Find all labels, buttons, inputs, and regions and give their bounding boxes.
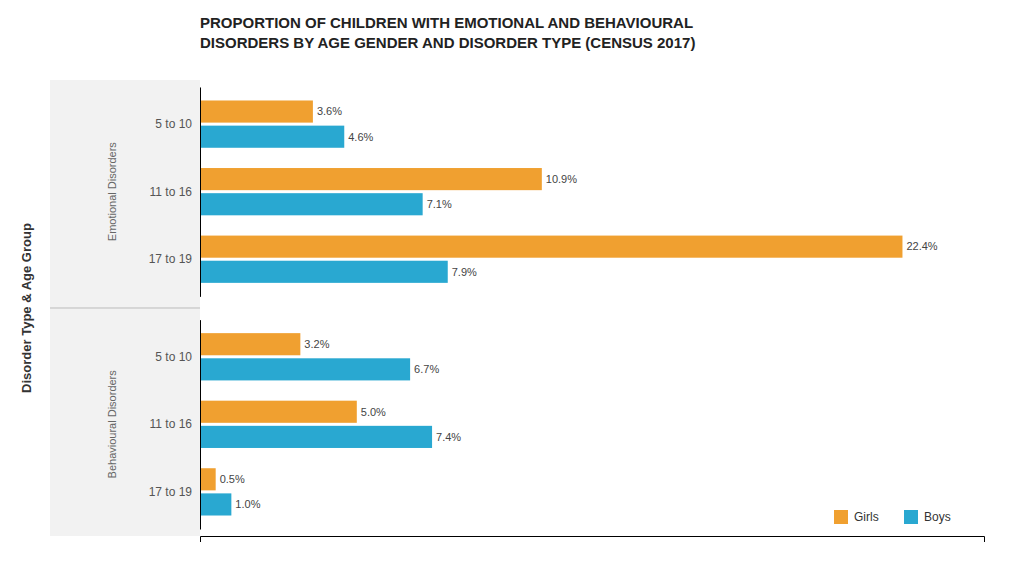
y-tick-label: 11 to 16 (150, 185, 193, 199)
legend-swatch (904, 510, 918, 524)
bar (200, 168, 542, 190)
series-bars (200, 126, 448, 516)
plot: 3.6% 10.9% 22.4% 3.2% 5.0% 0.5% 4.6% 7.1% 7.9% 6.… (50, 80, 985, 542)
bar (200, 126, 344, 148)
title-line: DISORDERS BY AGE GENDER AND DISORDER TYP… (200, 34, 695, 51)
y-tick-label: 5 to 10 (155, 117, 192, 131)
bar (200, 236, 902, 258)
y-tick: 17 to 19 (149, 252, 200, 266)
y-tick-label: 11 to 16 (150, 417, 193, 431)
chart-svg: PROPORTION OF CHILDREN WITH EMOTIONAL AN… (0, 0, 1024, 576)
bar (200, 426, 432, 448)
y-tick: 11 to 16 (150, 417, 200, 431)
data-labels: 3.6% 10.9% 22.4% 3.2% 5.0% 0.5% 4.6% 7.1% 7.9% 6.… (220, 105, 938, 510)
data-label: 1.0% (235, 498, 260, 510)
x-axis (201, 537, 985, 543)
data-label: 3.6% (317, 105, 342, 117)
bar (200, 193, 423, 215)
legend-item: Boys (904, 510, 951, 524)
y-tick: 11 to 16 (150, 185, 200, 199)
data-label: 0.5% (220, 473, 245, 485)
y-tick-label: 17 to 19 (149, 252, 193, 266)
bar (200, 358, 410, 380)
y-axis: 5 to 10 11 to 16 17 to 19 (149, 320, 201, 529)
bar (200, 100, 313, 122)
data-label: 7.9% (452, 266, 477, 278)
bar (200, 493, 231, 515)
label-panel (50, 80, 200, 536)
title-line: PROPORTION OF CHILDREN WITH EMOTIONAL AN… (200, 14, 693, 31)
series-bars (200, 100, 902, 490)
y-axis-line (200, 320, 201, 529)
y-tick: 5 to 10 (155, 117, 200, 131)
data-label: 5.0% (361, 406, 386, 418)
bar (200, 401, 357, 423)
legend-label: Boys (924, 510, 951, 524)
legend-item: Girls (834, 510, 879, 524)
y-tick: 17 to 19 (149, 485, 200, 499)
data-label: 10.9% (546, 173, 577, 185)
title: PROPORTION OF CHILDREN WITH EMOTIONAL AN… (200, 14, 695, 51)
y-tick-label: 17 to 19 (149, 485, 193, 499)
x-axis-line (201, 537, 985, 543)
background (0, 0, 1024, 576)
y-axis: 5 to 10 11 to 16 17 to 19 (149, 87, 201, 296)
data-label: 7.4% (436, 431, 461, 443)
data-label: 6.7% (414, 363, 439, 375)
data-label: 7.1% (427, 198, 452, 210)
bars (200, 100, 902, 515)
y-axis-title: Disorder Type & Age Group (19, 223, 34, 393)
bar (200, 333, 300, 355)
legend-label: Girls (854, 510, 879, 524)
legend-swatch (834, 510, 848, 524)
group-label: Emotional Disorders (106, 142, 118, 242)
y-tick: 5 to 10 (155, 350, 200, 364)
data-label: 4.6% (348, 131, 373, 143)
data-label: 22.4% (906, 240, 937, 252)
legend: Girls Boys (834, 510, 951, 524)
data-label: 3.2% (304, 338, 329, 350)
bar (200, 468, 216, 490)
y-tick-label: 5 to 10 (155, 350, 192, 364)
group-label: Behavioural Disorders (106, 370, 118, 479)
bar (200, 261, 448, 283)
y-axis-line (200, 87, 201, 296)
group-separator (50, 308, 200, 309)
